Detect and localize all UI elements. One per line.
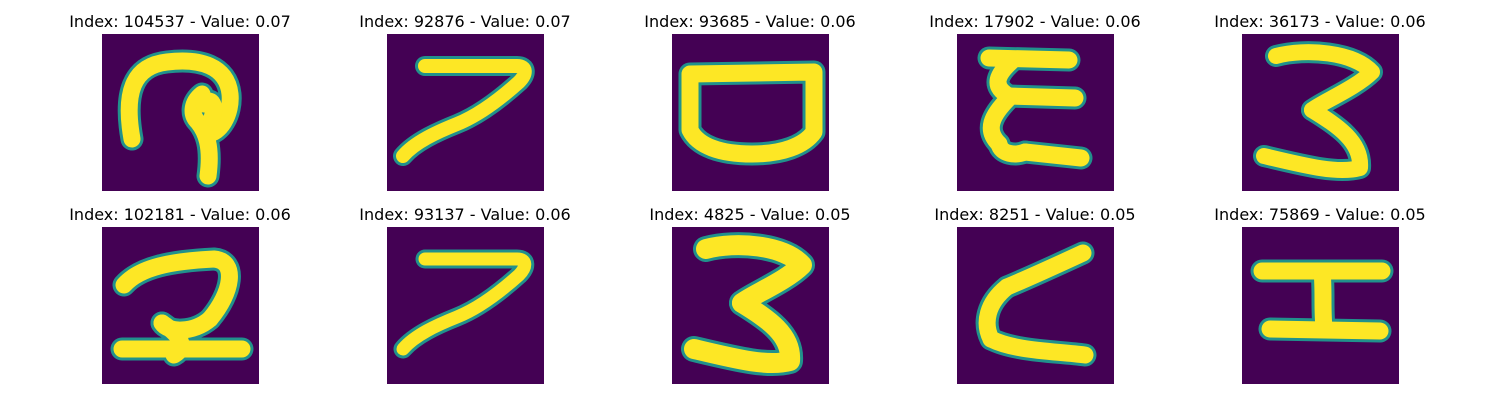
panel-title: Index: 75869 - Value: 0.05 (1214, 205, 1426, 224)
panel-title: Index: 104537 - Value: 0.07 (69, 12, 291, 31)
handwritten-digit-image (957, 34, 1114, 191)
glyph-stroke (1313, 262, 1333, 336)
glyph-stroke (120, 52, 239, 148)
glyph-stroke (184, 85, 218, 185)
handwritten-digit-image (1242, 227, 1399, 384)
handwritten-digit-image (672, 34, 829, 191)
handwritten-digit-image (957, 227, 1114, 384)
panel-title: Index: 17902 - Value: 0.06 (929, 12, 1141, 31)
glyph-stroke (396, 59, 532, 163)
handwritten-digit-image (1242, 34, 1399, 191)
glyph-stroke (396, 252, 532, 356)
glyph-stroke (1256, 102, 1369, 179)
glyph-stroke (1268, 44, 1380, 118)
handwritten-digit-image (387, 227, 544, 384)
panel-title: Index: 4825 - Value: 0.05 (649, 205, 851, 224)
handwritten-digit-image (672, 227, 829, 384)
glyph-stroke (115, 250, 238, 328)
panel-title: Index: 93685 - Value: 0.06 (644, 12, 856, 31)
panel-title: Index: 102181 - Value: 0.06 (69, 205, 291, 224)
panel-title: Index: 92876 - Value: 0.07 (359, 12, 571, 31)
glyph-stroke (1000, 87, 1084, 107)
handwritten-digit-image (102, 227, 259, 384)
glyph-stroke (1016, 143, 1090, 167)
glyph-stroke (696, 235, 812, 313)
glyph-stroke (681, 63, 823, 163)
handwritten-digit-image (387, 34, 544, 191)
glyph-stroke (982, 330, 1094, 364)
glyph-stroke (684, 293, 801, 374)
panel-title: Index: 36173 - Value: 0.06 (1214, 12, 1426, 31)
glyph-stroke (1261, 320, 1389, 340)
panel-title: Index: 8251 - Value: 0.05 (934, 205, 1136, 224)
panel-title: Index: 93137 - Value: 0.06 (359, 205, 571, 224)
glyph-stroke (195, 92, 223, 127)
handwritten-digit-image (102, 34, 259, 191)
